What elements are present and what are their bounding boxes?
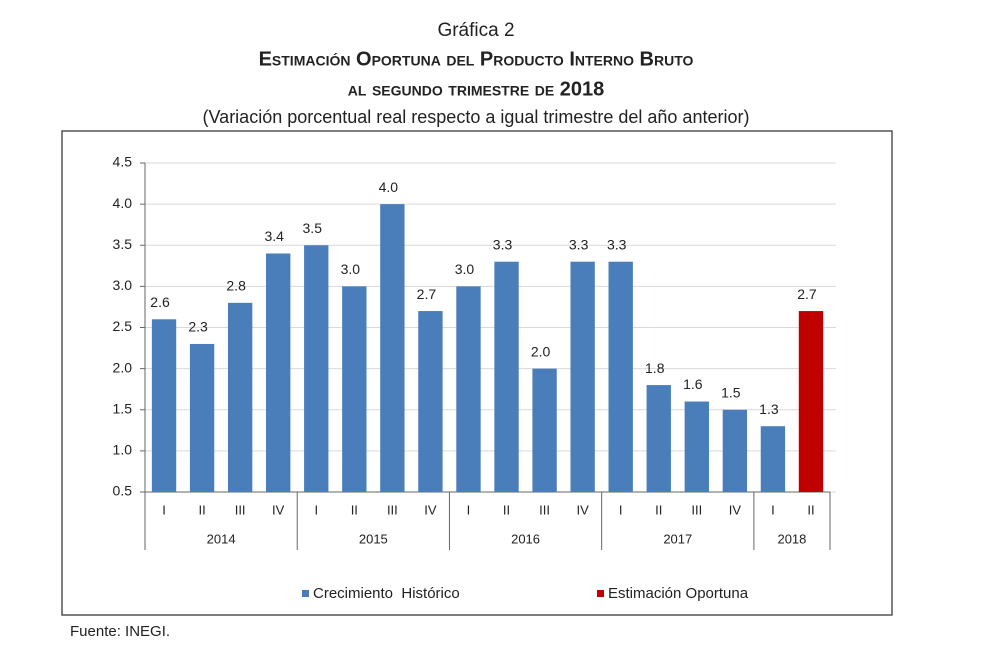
data-label: 3.0 xyxy=(341,261,361,277)
x-tick-label: IV xyxy=(424,502,437,517)
x-tick-label: IV xyxy=(729,502,742,517)
bar xyxy=(266,253,291,492)
bar xyxy=(684,401,709,492)
x-tick-label: III xyxy=(235,502,246,517)
y-tick-label: 4.5 xyxy=(113,154,133,170)
data-label: 2.7 xyxy=(417,286,437,302)
data-label: 2.0 xyxy=(531,343,551,359)
x-tick-label: I xyxy=(314,502,318,517)
bar xyxy=(342,286,367,492)
data-label: 3.3 xyxy=(493,236,513,252)
data-label: 2.3 xyxy=(188,319,208,335)
legend-label: Estimación Oportuna xyxy=(608,585,749,602)
group-label: 2017 xyxy=(663,531,692,546)
data-label: 3.3 xyxy=(569,236,589,252)
y-tick-label: 0.5 xyxy=(113,483,133,499)
x-tick-label: II xyxy=(655,502,662,517)
data-label: 1.5 xyxy=(721,384,741,400)
y-tick-label: 2.5 xyxy=(113,318,133,334)
data-label: 2.6 xyxy=(150,294,170,310)
bar xyxy=(760,426,786,492)
data-label: 3.5 xyxy=(303,220,323,236)
group-label: 2016 xyxy=(511,531,540,546)
legend-label: Crecimiento Histórico xyxy=(313,585,460,602)
bar xyxy=(380,204,405,492)
bar xyxy=(798,311,824,492)
bar xyxy=(608,261,633,492)
x-tick-label: I xyxy=(619,502,623,517)
y-tick-label: 1.5 xyxy=(113,400,133,416)
legend-swatch xyxy=(597,590,604,597)
data-label: 3.3 xyxy=(607,236,627,252)
bar xyxy=(456,286,481,492)
x-tick-label: II xyxy=(351,502,358,517)
bar xyxy=(722,409,748,492)
chart-title: al segundo trimestre de 2018 xyxy=(348,78,605,100)
group-label: 2015 xyxy=(359,531,388,546)
bar xyxy=(646,385,671,492)
y-tick-label: 4.0 xyxy=(113,195,133,211)
bar xyxy=(304,245,329,492)
data-label: 2.7 xyxy=(797,286,817,302)
group-label: 2018 xyxy=(777,531,806,546)
data-label: 4.0 xyxy=(379,179,399,195)
x-tick-label: I xyxy=(162,502,166,517)
data-label: 3.0 xyxy=(455,261,475,277)
bar xyxy=(189,343,215,492)
chart-frame xyxy=(61,130,893,616)
y-tick-label: 3.5 xyxy=(113,236,133,252)
data-label: 3.4 xyxy=(264,228,284,244)
x-tick-label: IV xyxy=(576,502,589,517)
y-tick-label: 3.0 xyxy=(113,277,133,293)
x-tick-label: II xyxy=(503,502,510,517)
x-tick-label: III xyxy=(691,502,702,517)
y-tick-label: 2.0 xyxy=(113,359,133,375)
data-label: 1.8 xyxy=(645,360,665,376)
bar xyxy=(494,261,519,492)
group-label: 2014 xyxy=(207,531,236,546)
data-label: 1.3 xyxy=(759,401,779,417)
bar xyxy=(418,311,443,492)
bar xyxy=(532,368,557,492)
data-label: 1.6 xyxy=(683,376,703,392)
x-tick-label: I xyxy=(467,502,471,517)
x-tick-label: IV xyxy=(272,502,285,517)
x-tick-label: I xyxy=(771,502,775,517)
x-tick-label: II xyxy=(807,502,814,517)
bar xyxy=(227,302,253,492)
bar xyxy=(570,261,595,492)
chart-title: Estimación Oportuna del Producto Interno… xyxy=(259,48,694,70)
x-tick-label: III xyxy=(539,502,550,517)
data-label: 2.8 xyxy=(226,278,246,294)
legend-swatch xyxy=(302,590,309,597)
chart-subtitle: (Variación porcentual real respecto a ig… xyxy=(203,107,750,127)
x-tick-label: II xyxy=(198,502,205,517)
x-tick-label: III xyxy=(387,502,398,517)
bar xyxy=(151,319,177,492)
chart-label: Gráfica 2 xyxy=(437,20,514,41)
y-tick-label: 1.0 xyxy=(113,442,133,458)
source: Fuente: INEGI. xyxy=(70,623,170,640)
